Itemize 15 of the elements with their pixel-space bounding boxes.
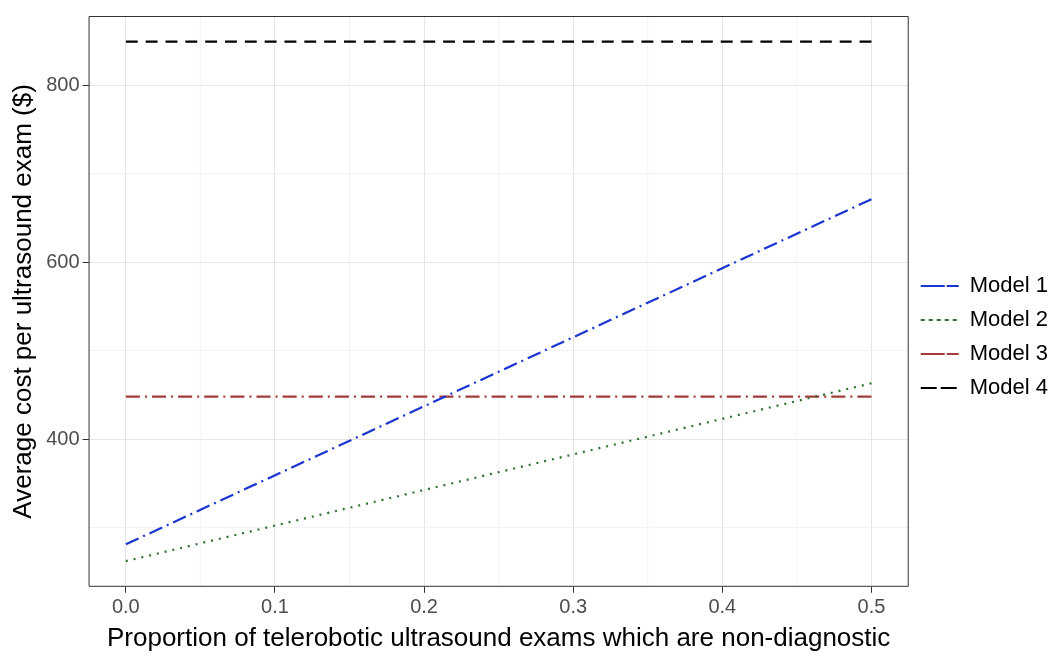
x-tick-label: 0.4 [708, 595, 737, 618]
legend-label: Model 4 [969, 374, 1049, 400]
y-tick-label: 600 [46, 249, 80, 272]
x-tick-label: 0.2 [410, 595, 438, 618]
y-axis-title: Average cost per ultrasound exam ($) [6, 84, 37, 519]
y-tick-label: 800 [46, 72, 80, 95]
legend-label: Model 2 [969, 306, 1049, 332]
x-tick-label: 0.0 [111, 595, 140, 618]
x-axis-title: Proportion of telerobotic ultrasound exams which are non-diagnostic [106, 621, 891, 652]
x-tick-label: 0.5 [857, 595, 886, 618]
legend-label: Model 1 [969, 272, 1049, 298]
x-tick-label: 0.3 [559, 595, 588, 618]
x-tick-label: 0.1 [261, 595, 289, 618]
y-tick-label: 400 [46, 426, 80, 449]
legend-label: Model 3 [969, 340, 1049, 366]
